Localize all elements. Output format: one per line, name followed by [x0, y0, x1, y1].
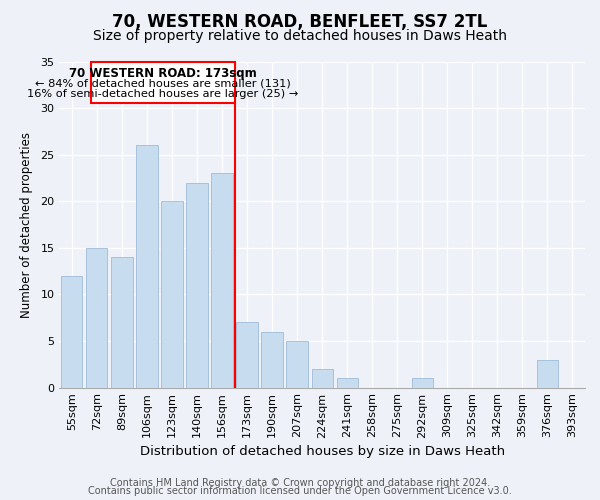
Bar — [136, 146, 158, 388]
Bar — [86, 248, 107, 388]
Bar — [236, 322, 257, 388]
X-axis label: Distribution of detached houses by size in Daws Heath: Distribution of detached houses by size … — [140, 444, 505, 458]
Text: Contains HM Land Registry data © Crown copyright and database right 2024.: Contains HM Land Registry data © Crown c… — [110, 478, 490, 488]
Text: 16% of semi-detached houses are larger (25) →: 16% of semi-detached houses are larger (… — [27, 90, 298, 100]
FancyBboxPatch shape — [91, 62, 235, 104]
Bar — [61, 276, 82, 388]
Text: 70 WESTERN ROAD: 173sqm: 70 WESTERN ROAD: 173sqm — [68, 67, 256, 80]
Text: Size of property relative to detached houses in Daws Heath: Size of property relative to detached ho… — [93, 29, 507, 43]
Bar — [412, 378, 433, 388]
Text: ← 84% of detached houses are smaller (131): ← 84% of detached houses are smaller (13… — [35, 78, 290, 88]
Text: Contains public sector information licensed under the Open Government Licence v3: Contains public sector information licen… — [88, 486, 512, 496]
Bar — [187, 182, 208, 388]
Bar — [262, 332, 283, 388]
Bar — [211, 174, 233, 388]
Bar — [537, 360, 558, 388]
Y-axis label: Number of detached properties: Number of detached properties — [20, 132, 34, 318]
Bar — [286, 341, 308, 388]
Bar — [311, 369, 333, 388]
Bar — [337, 378, 358, 388]
Bar — [161, 201, 182, 388]
Bar — [111, 257, 133, 388]
Text: 70, WESTERN ROAD, BENFLEET, SS7 2TL: 70, WESTERN ROAD, BENFLEET, SS7 2TL — [112, 12, 488, 30]
